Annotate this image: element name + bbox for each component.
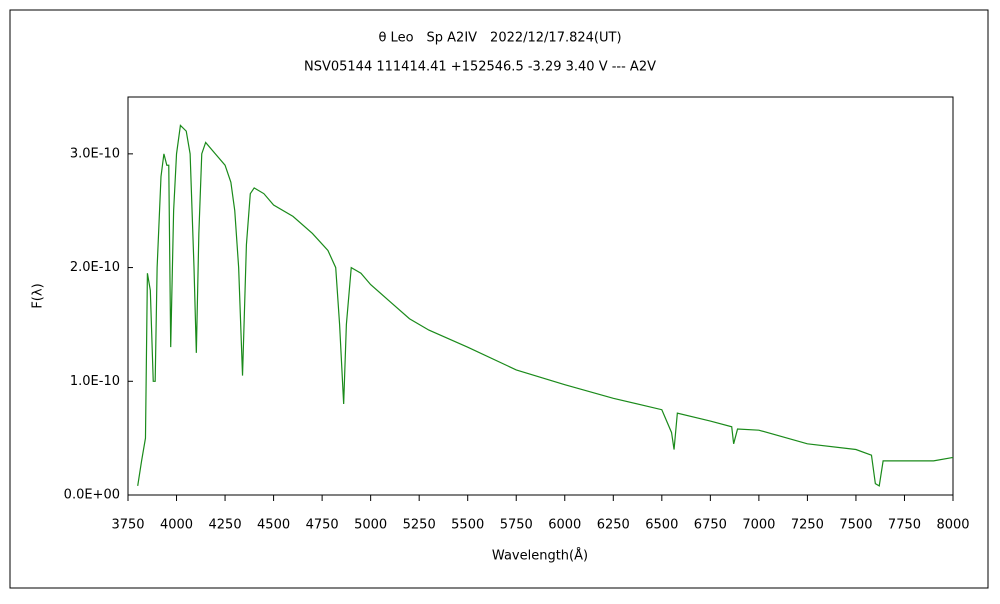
y-tick-label: 3.0E-10 — [70, 146, 120, 161]
x-tick-label: 4750 — [306, 518, 339, 533]
x-tick-label: 5250 — [403, 518, 436, 533]
chart-subtitle: NSV05144 111414.41 +152546.5 -3.29 3.40 … — [304, 60, 656, 75]
y-axis-label: F(λ) — [31, 283, 46, 308]
x-tick-label: 4000 — [160, 518, 193, 533]
x-tick-label: 6500 — [645, 518, 678, 533]
x-tick-label: 6750 — [694, 518, 727, 533]
plot-area — [127, 96, 954, 496]
x-tick-label: 7000 — [742, 518, 775, 533]
x-tick-label: 5500 — [451, 518, 484, 533]
y-tick-label: 1.0E-10 — [70, 374, 120, 389]
x-tick-label: 7750 — [888, 518, 921, 533]
x-tick-label: 5750 — [500, 518, 533, 533]
y-tick-label: 2.0E-10 — [70, 260, 120, 275]
x-axis-label: Wavelength(Å) — [492, 548, 588, 564]
x-tick-label: 3750 — [111, 518, 144, 533]
x-tick-label: 7500 — [839, 518, 872, 533]
x-tick-label: 4250 — [209, 518, 242, 533]
y-tick-label: 0.0E+00 — [64, 488, 120, 503]
frame — [9, 9, 989, 589]
x-tick-label: 6000 — [548, 518, 581, 533]
x-tick-label: 5000 — [354, 518, 387, 533]
x-tick-label: 4500 — [257, 518, 290, 533]
x-tick-label: 8000 — [936, 518, 969, 533]
chart-title: θ Leo Sp A2IV 2022/12/17.824(UT) — [378, 31, 621, 46]
x-tick-label: 7250 — [791, 518, 824, 533]
spectrum-line — [137, 124, 954, 487]
x-tick-label: 6250 — [597, 518, 630, 533]
